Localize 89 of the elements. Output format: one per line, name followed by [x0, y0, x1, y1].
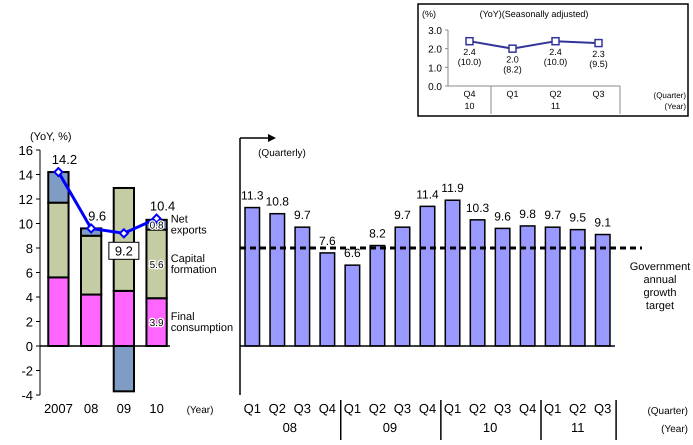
- x-tick-label: 10: [149, 401, 164, 416]
- x-tick-label: Q4: [518, 401, 536, 416]
- data-label: 2.4 (10.0): [458, 47, 482, 68]
- data-label: 3.9: [150, 318, 164, 330]
- data-label: 11.4: [416, 187, 440, 202]
- x-tick-label: Q2: [549, 89, 562, 99]
- x-tick-label: Q4: [318, 401, 336, 416]
- x-tick-label: 09: [116, 401, 132, 416]
- text: 10: [464, 101, 475, 111]
- y-tick-label: 6: [26, 266, 33, 280]
- data-label: 10.3: [466, 200, 490, 215]
- y-tick-label: 2: [26, 314, 33, 330]
- annotation: (Quarterly): [258, 148, 306, 159]
- x-tick-label: Q3: [592, 89, 605, 99]
- series-label: Capital formation: [170, 252, 217, 276]
- x-tick-label: Q2: [569, 401, 586, 416]
- data-label: 2.0 (8.2): [503, 54, 522, 75]
- x-tick-label: Q3: [394, 401, 412, 416]
- series-label: Net exports: [170, 214, 208, 237]
- y-axis-title: (%): [422, 9, 436, 19]
- y-tick-label: 0: [26, 339, 33, 354]
- x-tick-label: Q4: [463, 89, 476, 99]
- x-axis-title: (Quarter): [654, 91, 686, 100]
- x-tick-label: Q4: [418, 401, 436, 416]
- data-label: 8.2: [369, 226, 386, 241]
- text: 11: [570, 420, 584, 435]
- y-axis-title: (YoY, %): [30, 131, 72, 143]
- y-tick-label: 3.0: [428, 26, 442, 37]
- y-tick-label: 4: [26, 290, 33, 305]
- data-label: 2.3 (9.5): [589, 49, 608, 70]
- point: [86, 223, 96, 234]
- data-label: 9.7: [394, 208, 412, 222]
- x-tick-label: Q2: [268, 401, 286, 416]
- text: 08: [282, 420, 298, 435]
- x-axis-title: (Quarter): [647, 406, 688, 417]
- y-tick-label: 8: [26, 241, 33, 256]
- series-label: Final consumption: [170, 311, 234, 334]
- data-label: 5.6: [150, 260, 164, 271]
- data-label: 9.5: [569, 210, 586, 225]
- data-label: 7.6: [319, 234, 336, 248]
- point: [53, 167, 64, 178]
- data-label: 9.2: [114, 243, 133, 258]
- text: 09: [382, 420, 398, 435]
- x-tick-label: Q1: [244, 401, 261, 416]
- chart-title: (YoY)(Seasonally adjusted): [480, 9, 588, 19]
- data-label: 9.8: [519, 206, 536, 221]
- x-tick-label: Q2: [368, 401, 386, 416]
- data-label: 9.6: [88, 208, 106, 224]
- x-axis-title: (Year): [186, 405, 214, 416]
- y-tick-label: 12: [18, 192, 33, 207]
- y-tick-label: 1.0: [428, 63, 442, 74]
- y-tick-label: 0.0: [428, 82, 442, 93]
- x-tick-label: Q1: [506, 89, 519, 99]
- x-tick-label: Q1: [344, 401, 362, 416]
- x-tick-label: Q3: [594, 401, 612, 416]
- text: 10: [482, 420, 498, 435]
- text: (Year): [664, 102, 686, 111]
- text: (Year): [661, 424, 688, 435]
- data-label: 11.3: [241, 188, 264, 203]
- data-label: 9.6: [494, 209, 512, 224]
- x-tick-label: Q2: [468, 401, 486, 416]
- data-label: 9.1: [594, 216, 612, 230]
- y-tick-label: 2.0: [428, 44, 442, 56]
- text: 11: [550, 101, 560, 111]
- data-label: 6.6: [344, 246, 362, 260]
- y-tick-label: 14: [18, 168, 33, 182]
- y-tick-label: -2: [21, 364, 33, 378]
- y-tick-label: 10: [18, 216, 33, 232]
- point: [465, 36, 474, 46]
- point: [118, 228, 129, 238]
- point: [551, 36, 560, 46]
- data-label: 14.2: [52, 152, 78, 168]
- data-label: 9.7: [544, 208, 562, 222]
- ref-line-label: Government annual growth target: [630, 261, 690, 312]
- x-tick-label: Q3: [294, 401, 312, 416]
- x-tick-label: 08: [84, 401, 98, 416]
- data-label: 2.4 (10.0): [544, 47, 568, 68]
- x-tick-label: Q3: [494, 401, 512, 416]
- data-label: 11.9: [441, 181, 464, 196]
- point: [594, 38, 603, 48]
- data-label: 10.8: [266, 194, 290, 209]
- y-tick-label: -4: [21, 388, 33, 403]
- x-tick-label: 2007: [44, 401, 73, 416]
- data-label: 9.7: [294, 208, 311, 222]
- y-tick-label: 16: [18, 143, 33, 158]
- data-label: 10.4: [150, 198, 176, 214]
- x-tick-label: Q1: [444, 401, 462, 416]
- point: [508, 44, 517, 53]
- x-tick-label: Q1: [544, 401, 562, 416]
